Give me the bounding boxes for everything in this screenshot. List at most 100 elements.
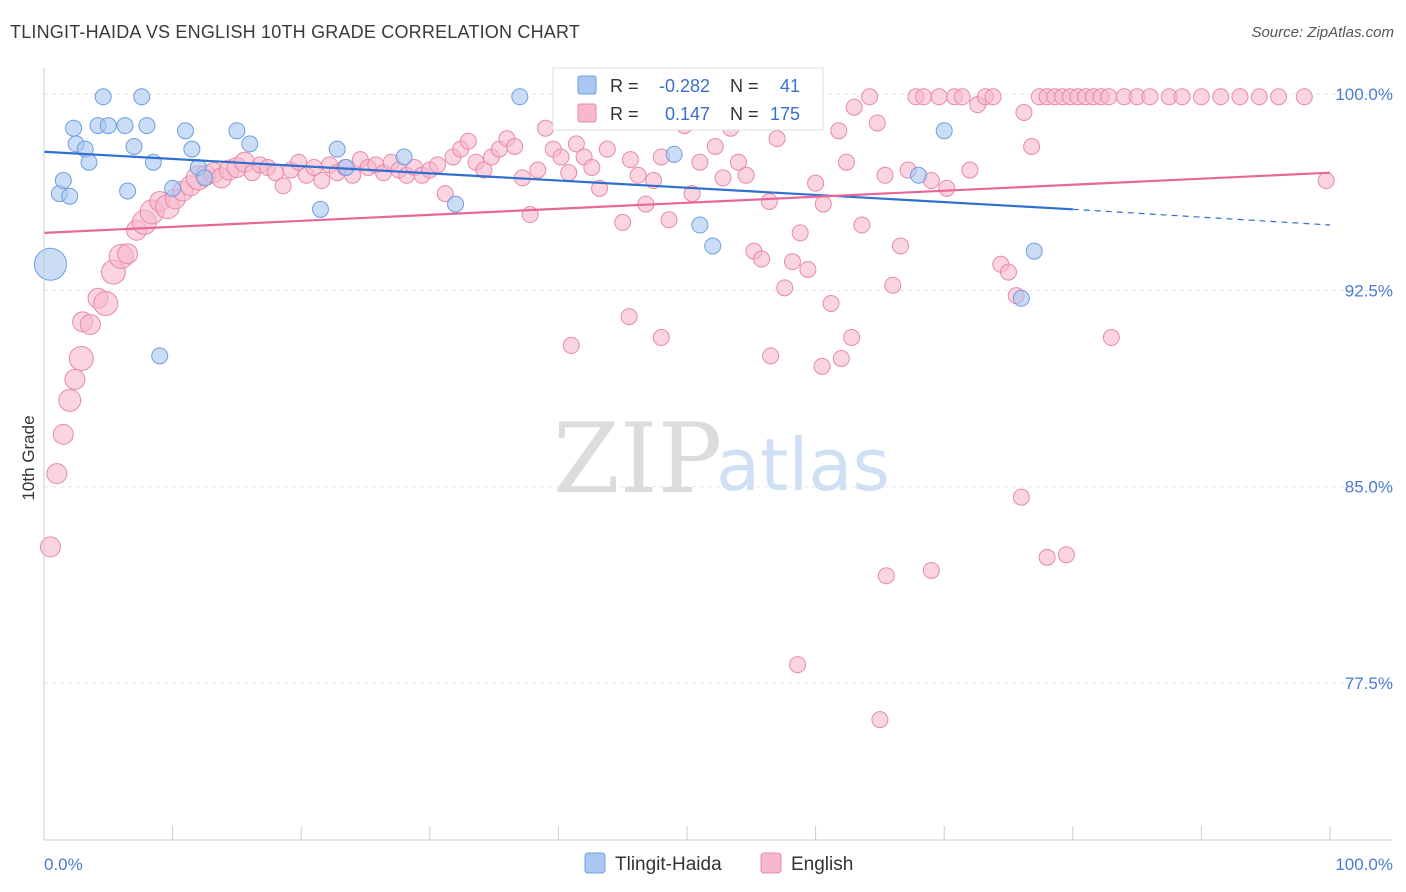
tlingit-haida-point-12	[119, 182, 137, 200]
english-point-88	[706, 138, 724, 156]
english-point-94	[753, 250, 771, 268]
english-point-155	[762, 347, 780, 365]
tlingit-haida-point-37	[1025, 242, 1043, 260]
stats-legend-box	[552, 67, 824, 131]
tlingit-haida-point-7	[80, 153, 98, 171]
english-point-159	[1012, 488, 1030, 506]
english-point-65	[529, 161, 547, 179]
english-point-12	[117, 243, 139, 265]
english-point-150	[1295, 88, 1313, 106]
english-point-86	[691, 153, 709, 171]
x-tick-label-1: 100.0%	[1335, 855, 1393, 874]
tlingit-haida-point-31	[665, 145, 683, 163]
english-point-160	[1038, 548, 1056, 566]
tlingit-haida-point-19	[176, 122, 194, 140]
legend-r-value-1: 0.147	[665, 104, 710, 124]
tlingit-haida-point-4	[65, 119, 83, 137]
english-point-146	[1212, 88, 1230, 106]
english-point-68	[552, 148, 570, 166]
tlingit-haida-point-36	[1012, 289, 1030, 307]
english-point-110	[876, 166, 894, 184]
english-point-157	[832, 349, 850, 367]
english-point-56	[459, 132, 477, 150]
english-point-5	[68, 345, 94, 371]
english-point-158	[843, 329, 861, 347]
legend-r-value-0: -0.282	[659, 76, 710, 96]
english-point-98	[783, 253, 801, 271]
english-point-111	[884, 276, 902, 294]
english-point-156	[813, 357, 831, 375]
tlingit-haida-trend-line	[43, 150, 1073, 211]
english-point-99	[791, 224, 809, 242]
english-point-105	[837, 153, 855, 171]
english-point-124	[984, 88, 1002, 106]
english-point-129	[1023, 138, 1041, 156]
english-point-128	[1015, 103, 1033, 121]
english-point-74	[598, 140, 616, 158]
english-point-100	[799, 261, 817, 279]
english-point-73	[591, 179, 609, 197]
tlingit-haida-point-15	[138, 117, 156, 135]
english-point-154	[652, 329, 670, 347]
english-point-2	[52, 423, 74, 445]
english-point-148	[1250, 88, 1268, 106]
tlingit-haida-point-28	[395, 148, 413, 166]
english-point-165	[871, 711, 889, 729]
tlingit-haida-point-26	[328, 140, 346, 158]
tlingit-haida-point-33	[704, 237, 722, 255]
legend-n-label-1: N =	[730, 104, 759, 124]
legend-n-label-0: N =	[730, 76, 759, 96]
english-point-70	[567, 135, 585, 153]
series-legend-swatch-tlingit-haida	[584, 852, 606, 874]
english-point-153	[620, 308, 638, 326]
english-point-52	[429, 156, 447, 174]
tlingit-haida-point-30	[511, 88, 529, 106]
tlingit-haida-point-14	[133, 88, 151, 106]
tlingit-haida-point-11	[116, 117, 134, 135]
english-point-76	[614, 213, 632, 231]
english-point-126	[1000, 263, 1017, 281]
english-point-144	[1173, 88, 1191, 106]
y-axis-title: 10th Grade	[19, 415, 38, 500]
english-point-163	[922, 561, 940, 579]
legend-n-value-1: 175	[770, 104, 800, 124]
chart-source: Source: ZipAtlas.com	[1251, 24, 1394, 41]
trend-lines	[43, 150, 1331, 234]
english-point-62	[506, 138, 524, 156]
english-point-66	[537, 119, 555, 137]
legend-r-label-0: R =	[610, 76, 639, 96]
english-point-37	[313, 172, 331, 190]
english-point-91	[729, 153, 747, 171]
watermark: ZIP atlas	[553, 403, 890, 515]
tlingit-haida-point-10	[99, 117, 117, 135]
y-tick-label-3: 77.5%	[1345, 674, 1393, 693]
english-point-139	[1100, 88, 1118, 106]
tlingit-haida-point-17	[151, 347, 169, 365]
english-point-102	[814, 195, 832, 213]
english-point-147	[1231, 88, 1249, 106]
english-point-166	[1102, 329, 1120, 347]
english-point-106	[845, 98, 863, 116]
tlingit-haida-point-9	[94, 88, 112, 106]
tlingit-haida-point-32	[691, 216, 709, 234]
english-point-53	[436, 185, 454, 203]
english-point-77	[621, 151, 639, 169]
english-point-109	[868, 114, 886, 132]
english-point-4	[64, 368, 86, 390]
legend-r-label-1: R =	[610, 104, 639, 124]
tlingit-haida-trend-extension	[1072, 208, 1331, 226]
tlingit-haida-point-24	[241, 135, 259, 153]
english-point-151	[1317, 172, 1335, 190]
english-point-161	[1057, 546, 1075, 564]
english-point-89	[714, 169, 732, 187]
series-legend-label-tlingit-haida: Tlingit-Haida	[615, 854, 722, 875]
english-trend-line	[43, 171, 1331, 234]
tlingit-haida-point-3	[61, 187, 79, 205]
english-point-58	[475, 161, 493, 179]
x-tick-label-0: 0.0%	[44, 855, 83, 874]
tlingit-haida-point-20	[183, 140, 201, 158]
tlingit-haida-point-25	[311, 200, 329, 218]
watermark-atlas: atlas	[716, 423, 890, 507]
